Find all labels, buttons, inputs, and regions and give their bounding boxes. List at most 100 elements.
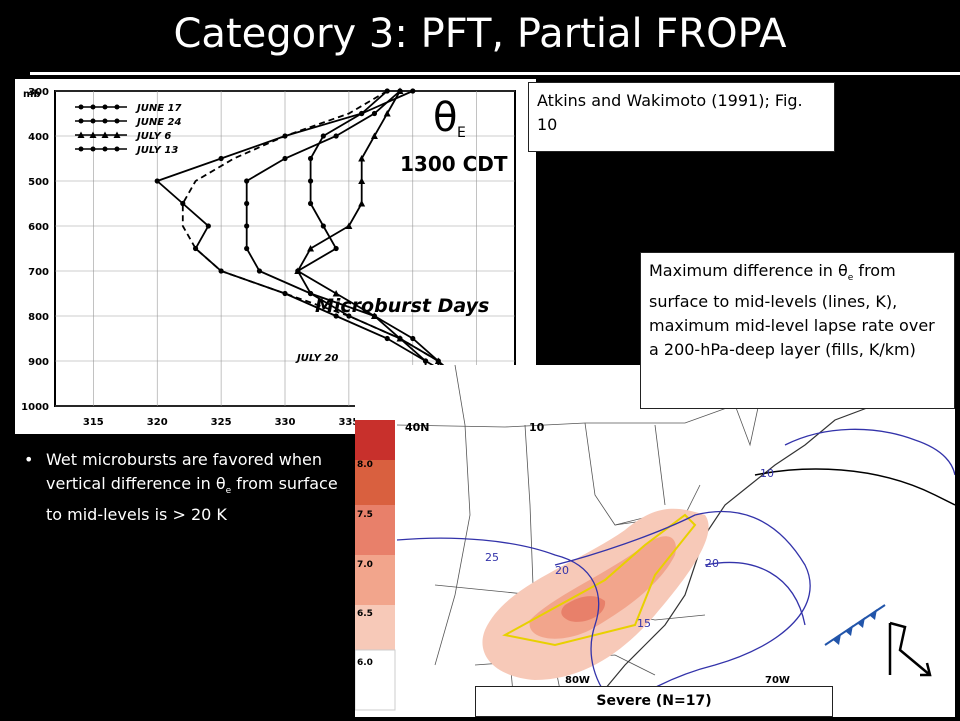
coastline [584, 374, 956, 716]
data-point [396, 87, 404, 94]
theta-subscript: E [457, 125, 466, 141]
region-outline [502, 513, 697, 647]
data-point [371, 110, 378, 117]
map-caption-post: from surface to mid-levels (lines, K), m… [649, 261, 935, 360]
x-tick-label: 330 [275, 417, 296, 428]
theta-e-contours [396, 428, 956, 716]
y-tick-label: 900 [28, 357, 49, 368]
data-point [358, 200, 366, 207]
contour-label: 25 [485, 551, 499, 564]
colorbar-label: 7.0 [357, 560, 373, 570]
data-point [410, 335, 416, 342]
x-tick-label: 320 [147, 417, 168, 428]
x-tick-label: 325 [211, 417, 232, 428]
data-point [422, 358, 429, 364]
data-point [358, 155, 366, 162]
colorbar-swatch [355, 505, 395, 555]
bullet-marker: • [24, 450, 34, 469]
data-point [434, 357, 442, 364]
contour-label: 10 [529, 421, 545, 434]
data-point [244, 200, 250, 207]
sounding-chart: mb JUNE 17 JUNE 24 JULY 6 JULY 13 θ E 1300 … [21, 87, 516, 428]
sounding-figure: mb JUNE 17 JUNE 24 JULY 6 JULY 13 θ E 1300 … [15, 79, 536, 434]
legend-marker [78, 104, 84, 110]
data-point [307, 155, 314, 162]
y-tick-label: 800 [28, 312, 49, 323]
data-point [307, 245, 315, 252]
legend-label: JULY 13 [135, 145, 178, 156]
data-point [218, 155, 224, 162]
colorbar-swatch [355, 420, 395, 460]
data-point [384, 335, 390, 342]
legend-marker [114, 104, 120, 110]
legend-marker [90, 146, 96, 152]
colorbar-swatch [355, 555, 395, 605]
colorbar-label: 7.5 [357, 510, 373, 520]
map-caption-pre: Maximum difference in θ [649, 261, 848, 280]
colorbar-label: 8.0 [357, 460, 373, 470]
lon-label: 70W [765, 675, 790, 686]
legend-label: JUNE 24 [135, 117, 181, 128]
data-point [383, 110, 391, 117]
data-point [244, 178, 250, 184]
data-point [205, 223, 211, 229]
data-point [256, 268, 263, 274]
data-point [244, 223, 250, 229]
legend-marker [90, 104, 96, 110]
theta-symbol: θ [433, 95, 457, 141]
lon-label: 80W [565, 675, 590, 686]
legend-marker [102, 146, 108, 152]
bullet-text-post: from surface to mid-levels is > 20 K [46, 474, 338, 525]
colorbar-swatch [355, 460, 395, 505]
lapse-fill-dark [561, 596, 606, 622]
series-line-july-20 [181, 90, 453, 407]
y-tick-label: 700 [28, 267, 49, 278]
colorbar: 8.0 7.5 7.0 6.5 6.0 [354, 420, 396, 711]
title-underline [30, 72, 960, 75]
slide-title: Category 3: PFT, Partial FROPA [173, 11, 787, 57]
legend-marker [102, 104, 108, 110]
colorbar-label: 6.5 [357, 609, 373, 619]
colorbar-swatch [355, 605, 395, 650]
legend-marker [78, 146, 84, 152]
x-tick-label: 315 [83, 417, 104, 428]
data-point [154, 178, 160, 184]
x-tick-label: 335 [338, 417, 359, 428]
contour-label: 20 [705, 557, 719, 570]
legend-marker [78, 118, 84, 124]
data-point [307, 200, 314, 207]
bullet-item: • Wet microbursts are favored when verti… [24, 448, 344, 527]
data-point [370, 312, 378, 319]
data-point [307, 290, 314, 297]
cold-front-triangles [833, 609, 877, 645]
map-svg: 8.0 7.5 7.0 6.5 6.0 [354, 364, 956, 716]
data-point [333, 313, 339, 319]
y-tick-label: 300 [28, 87, 49, 98]
data-point [333, 133, 339, 139]
map-caption: Maximum difference in θe from surface to… [640, 252, 955, 409]
citation-box: Atkins and Wakimoto (1991); Fig. 10 [528, 82, 835, 152]
data-point [320, 223, 326, 229]
map-caption-sub: e [847, 273, 854, 284]
data-point [180, 200, 186, 207]
y-tick-label: 1000 [21, 402, 49, 413]
data-point [282, 155, 288, 162]
wind-arrow-icon [888, 621, 932, 677]
legend-marker [114, 146, 120, 152]
data-point [295, 268, 301, 274]
data-point [332, 290, 340, 297]
data-point [410, 88, 416, 94]
black-contour [754, 468, 956, 506]
data-point [370, 132, 378, 139]
contour-label: 15 [637, 617, 651, 630]
data-point [359, 110, 365, 117]
composite-map: 8.0 7.5 7.0 6.5 6.0 [354, 364, 956, 717]
legend-marker [90, 118, 96, 124]
data-point [333, 245, 339, 252]
legend-label: JULY 6 [135, 131, 171, 142]
contour-label: 10 [760, 467, 774, 480]
y-tick-label: 600 [28, 222, 49, 233]
july20-label: JULY 20 [295, 353, 338, 364]
legend-marker [89, 131, 97, 138]
data-point [307, 178, 314, 184]
